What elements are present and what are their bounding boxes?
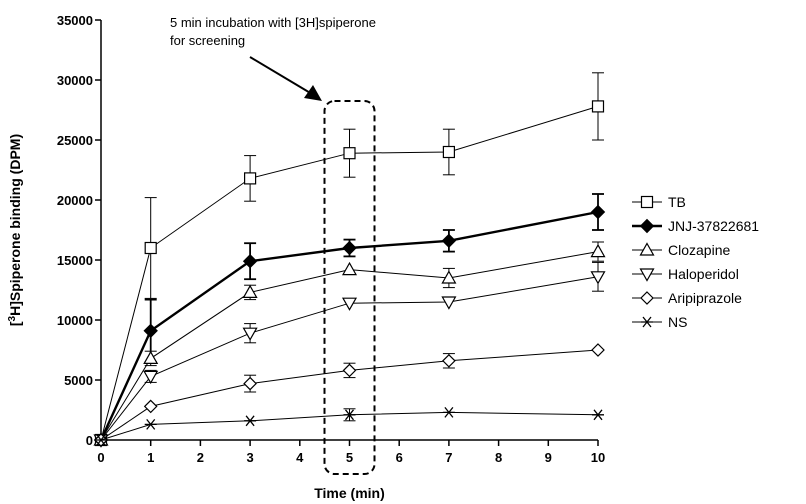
legend-item: NS	[632, 314, 687, 330]
series-line	[100, 411, 599, 441]
marker-square	[343, 147, 356, 160]
y-tick-label: 35000	[57, 13, 93, 28]
marker-triangle-down	[341, 297, 358, 311]
legend-item: Haloperidol	[632, 266, 739, 282]
marker-diamond-filled	[441, 233, 457, 249]
x-tick-label: 4	[296, 450, 304, 465]
marker-triangle-up	[639, 242, 655, 256]
legend-label: JNJ-37822681	[668, 218, 759, 234]
marker-diamond-open	[591, 343, 605, 357]
legend-label: TB	[668, 194, 686, 210]
legend-label: NS	[668, 314, 687, 330]
x-axis-ticks: 0 1 2 3 4 5 6 7 8 9 10	[97, 440, 605, 465]
marker-triangle-down	[590, 271, 606, 285]
marker-diamond-filled	[143, 323, 158, 339]
marker-star	[244, 415, 257, 427]
series-jnj-37822681	[93, 193, 606, 448]
x-tick-label: 6	[396, 450, 403, 465]
legend-item: JNJ-37822681	[632, 218, 759, 234]
marker-star	[343, 409, 356, 421]
legend-label: Clozapine	[668, 242, 730, 258]
x-tick-label: 7	[445, 450, 452, 465]
marker-diamond-filled	[242, 253, 258, 269]
series-layer	[93, 72, 606, 448]
annotation-line-1: 5 min incubation with [3H]spiperone	[170, 15, 376, 30]
x-tick-label: 1	[147, 450, 154, 465]
series-clozapine	[93, 241, 606, 446]
series-line	[100, 105, 599, 441]
series-haloperidol	[93, 261, 606, 448]
marker-square	[640, 195, 654, 209]
y-tick-label: 15000	[57, 253, 93, 268]
annotation-line-2: for screening	[170, 33, 245, 48]
marker-diamond-open	[342, 363, 357, 378]
y-tick-label: 0	[86, 433, 93, 448]
series-line	[99, 210, 599, 441]
series-tb	[94, 72, 605, 447]
y-tick-label: 10000	[57, 313, 93, 328]
x-tick-label: 9	[545, 450, 552, 465]
marker-triangle-down	[639, 268, 655, 282]
marker-diamond-open	[243, 376, 257, 391]
marker-triangle-down	[441, 296, 457, 310]
marker-star	[592, 409, 604, 421]
x-tick-label: 0	[97, 450, 104, 465]
y-axis-title: [3H]Spiperone binding (DPM)	[7, 134, 24, 326]
marker-diamond-filled	[342, 240, 357, 256]
marker-diamond-open	[143, 399, 158, 414]
y-axis-title-superscript: 3	[7, 315, 18, 321]
marker-square	[144, 241, 157, 255]
legend: TB JNJ-37822681 Clozapine Haloperidol Aripip…	[632, 194, 759, 330]
legend-label: Haloperidol	[668, 266, 739, 282]
y-axis-title-prefix: [	[7, 321, 23, 326]
x-tick-label: 5	[346, 450, 353, 465]
y-axis-ticks: 0 5000 10000 15000 20000 25000 30000 35000	[57, 13, 101, 448]
marker-square	[442, 145, 455, 159]
y-tick-label: 25000	[57, 133, 93, 148]
marker-square	[244, 172, 257, 185]
legend-label: Aripiprazole	[668, 290, 742, 306]
marker-triangle-up	[143, 350, 159, 364]
marker-diamond-open	[442, 353, 456, 368]
x-tick-label: 8	[495, 450, 502, 465]
marker-triangle-down	[242, 327, 258, 341]
annotation-arrow	[249, 56, 313, 95]
series-line	[100, 251, 599, 441]
y-tick-label: 30000	[57, 73, 93, 88]
legend-item: TB	[632, 194, 686, 210]
marker-star	[95, 434, 107, 446]
y-tick-label: 20000	[57, 193, 93, 208]
screening-time-highlight-box	[323, 100, 376, 475]
series-line	[100, 276, 599, 441]
marker-triangle-up	[441, 270, 457, 284]
marker-star	[442, 406, 455, 418]
marker-diamond-filled	[639, 218, 655, 234]
y-tick-label: 5000	[64, 373, 93, 388]
x-tick-label: 2	[197, 450, 204, 465]
x-tick-label: 3	[246, 450, 253, 465]
series-line	[100, 349, 599, 441]
marker-triangle-up	[242, 284, 258, 298]
marker-diamond-open	[640, 291, 654, 305]
marker-triangle-up	[341, 261, 358, 276]
x-axis-title: Time (min)	[314, 485, 385, 501]
legend-item: Aripiprazole	[632, 290, 742, 306]
y-axis-title-suffix: H]Spiperone binding (DPM)	[7, 134, 23, 316]
legend-item: Clozapine	[632, 242, 730, 258]
annotation: 5 min incubation with [3H]spiperone for …	[170, 15, 376, 101]
marker-star	[641, 316, 653, 328]
marker-triangle-down	[143, 370, 159, 385]
x-tick-label: 10	[591, 450, 605, 465]
series-ns	[95, 406, 604, 446]
series-aripiprazole	[94, 343, 605, 447]
marker-triangle-up	[590, 243, 606, 258]
annotation-arrow-head	[304, 85, 322, 101]
marker-diamond-filled	[590, 204, 606, 220]
marker-square	[591, 100, 605, 113]
marker-star	[144, 418, 157, 430]
